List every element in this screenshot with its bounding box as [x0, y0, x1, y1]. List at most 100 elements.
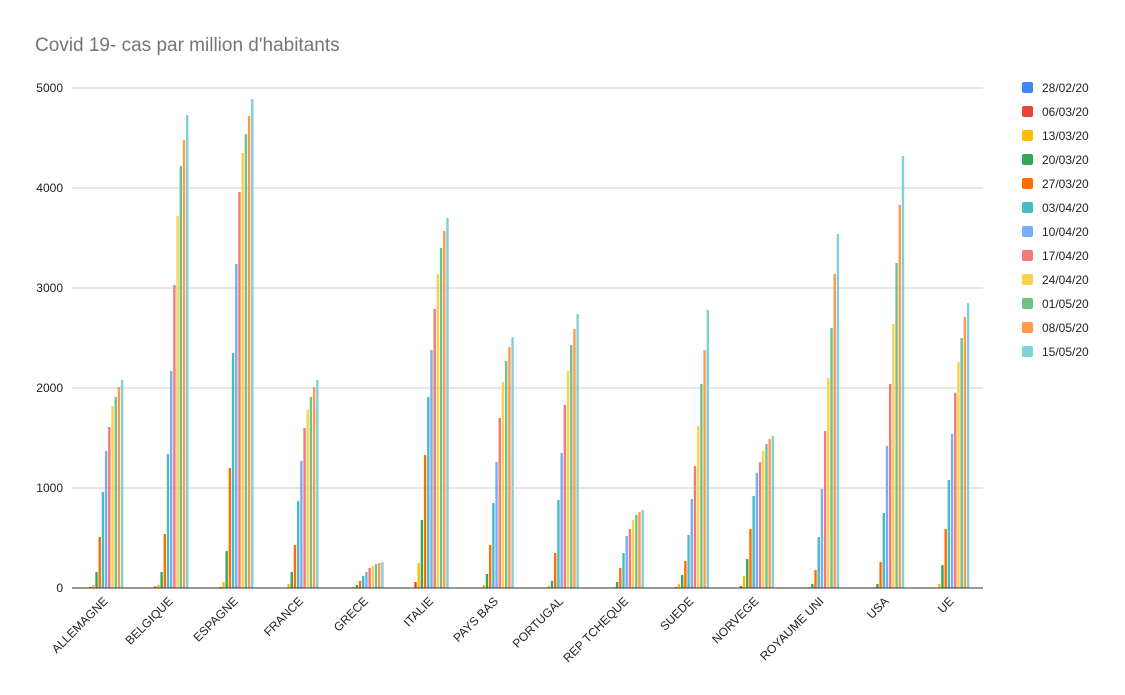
bar [108, 427, 111, 588]
bar [365, 572, 368, 588]
x-tick-label: PORTUGAL [510, 594, 567, 651]
bar [488, 545, 492, 588]
bar [414, 582, 417, 588]
bar [550, 581, 554, 588]
x-tick-label: GRECE [331, 594, 371, 634]
bar [244, 134, 248, 588]
gridlines [72, 87, 983, 489]
bar [680, 575, 684, 588]
legend-label: 08/05/20 [1042, 321, 1089, 335]
bar [765, 444, 768, 588]
bar [170, 371, 173, 588]
bar [742, 576, 746, 588]
legend-swatch [1022, 154, 1033, 165]
bar [876, 584, 879, 588]
bar [290, 572, 293, 588]
bar [436, 274, 440, 588]
chart-title: Covid 19- cas par million d'habitants [35, 35, 340, 56]
bar [157, 585, 160, 588]
bar [492, 503, 495, 588]
bar [228, 468, 232, 588]
legend-label: 17/04/20 [1042, 249, 1089, 263]
bar [482, 585, 485, 588]
legend-swatch [1022, 226, 1033, 237]
bar [309, 397, 313, 588]
bar [547, 586, 551, 588]
bar [508, 347, 511, 588]
bar [963, 317, 967, 588]
bar [641, 510, 644, 588]
bar [895, 263, 898, 588]
x-tick-label: PAYS BAS [450, 594, 501, 645]
bar [504, 361, 508, 588]
bar [836, 234, 840, 588]
x-tick-label: ESPAGNE [190, 594, 240, 644]
y-tick-label: 4000 [36, 181, 63, 195]
bar [296, 501, 300, 588]
bar [316, 380, 319, 588]
bar [427, 397, 430, 588]
bar [251, 99, 254, 588]
bar [111, 406, 114, 588]
x-axis-ticks: ALLEMAGNE BELGIQUE ESPAGNE FRANCE GRECE ITALI… [49, 594, 957, 665]
bar [885, 446, 889, 588]
bar [101, 492, 105, 588]
bar [950, 434, 954, 588]
bar [443, 231, 446, 588]
legend-label: 13/03/20 [1042, 129, 1089, 143]
bar [287, 584, 290, 588]
x-tick-label: ITALIE [401, 594, 436, 629]
bar [570, 345, 573, 588]
bar [619, 568, 622, 588]
bar [833, 274, 836, 588]
bars [88, 99, 970, 588]
bar [823, 431, 827, 588]
y-tick-label: 2000 [36, 381, 63, 395]
bar [966, 303, 970, 588]
bar [771, 436, 775, 588]
bar [511, 337, 514, 588]
bar [495, 462, 498, 588]
legend-swatch [1022, 202, 1033, 213]
bar [762, 451, 765, 588]
legend-label: 27/03/20 [1042, 177, 1089, 191]
legend-label: 20/03/20 [1042, 153, 1089, 167]
bar [231, 353, 235, 588]
bar [446, 218, 449, 588]
x-tick-label: REP TCHEQUE [560, 594, 631, 665]
bar [439, 248, 443, 588]
bar [706, 310, 709, 588]
bar [371, 566, 375, 588]
y-axis-ticks: 0 1000 2000 3000 4000 5000 [36, 81, 63, 595]
bar [638, 512, 641, 588]
bar [98, 537, 101, 588]
bar [814, 570, 817, 588]
legend-label: 01/05/20 [1042, 297, 1089, 311]
bar [622, 553, 625, 588]
bar [941, 565, 944, 588]
y-tick-label: 3000 [36, 281, 63, 295]
bar [312, 387, 316, 588]
y-tick-label: 1000 [36, 481, 63, 495]
bar [92, 585, 95, 588]
legend-swatch [1022, 346, 1033, 357]
bar [892, 324, 895, 588]
bar [163, 534, 167, 588]
bar [303, 428, 306, 588]
bar [566, 371, 570, 588]
bar [768, 439, 771, 588]
bar [120, 380, 124, 588]
bar [746, 559, 749, 588]
bar [758, 462, 762, 588]
bar [557, 500, 560, 588]
bar [501, 382, 505, 588]
bar [631, 520, 635, 588]
bar [696, 426, 700, 588]
bar [238, 192, 241, 588]
bar [901, 156, 905, 588]
bar [690, 499, 693, 588]
bar [827, 378, 830, 588]
legend-label: 28/02/20 [1042, 81, 1089, 95]
bar [186, 115, 189, 588]
